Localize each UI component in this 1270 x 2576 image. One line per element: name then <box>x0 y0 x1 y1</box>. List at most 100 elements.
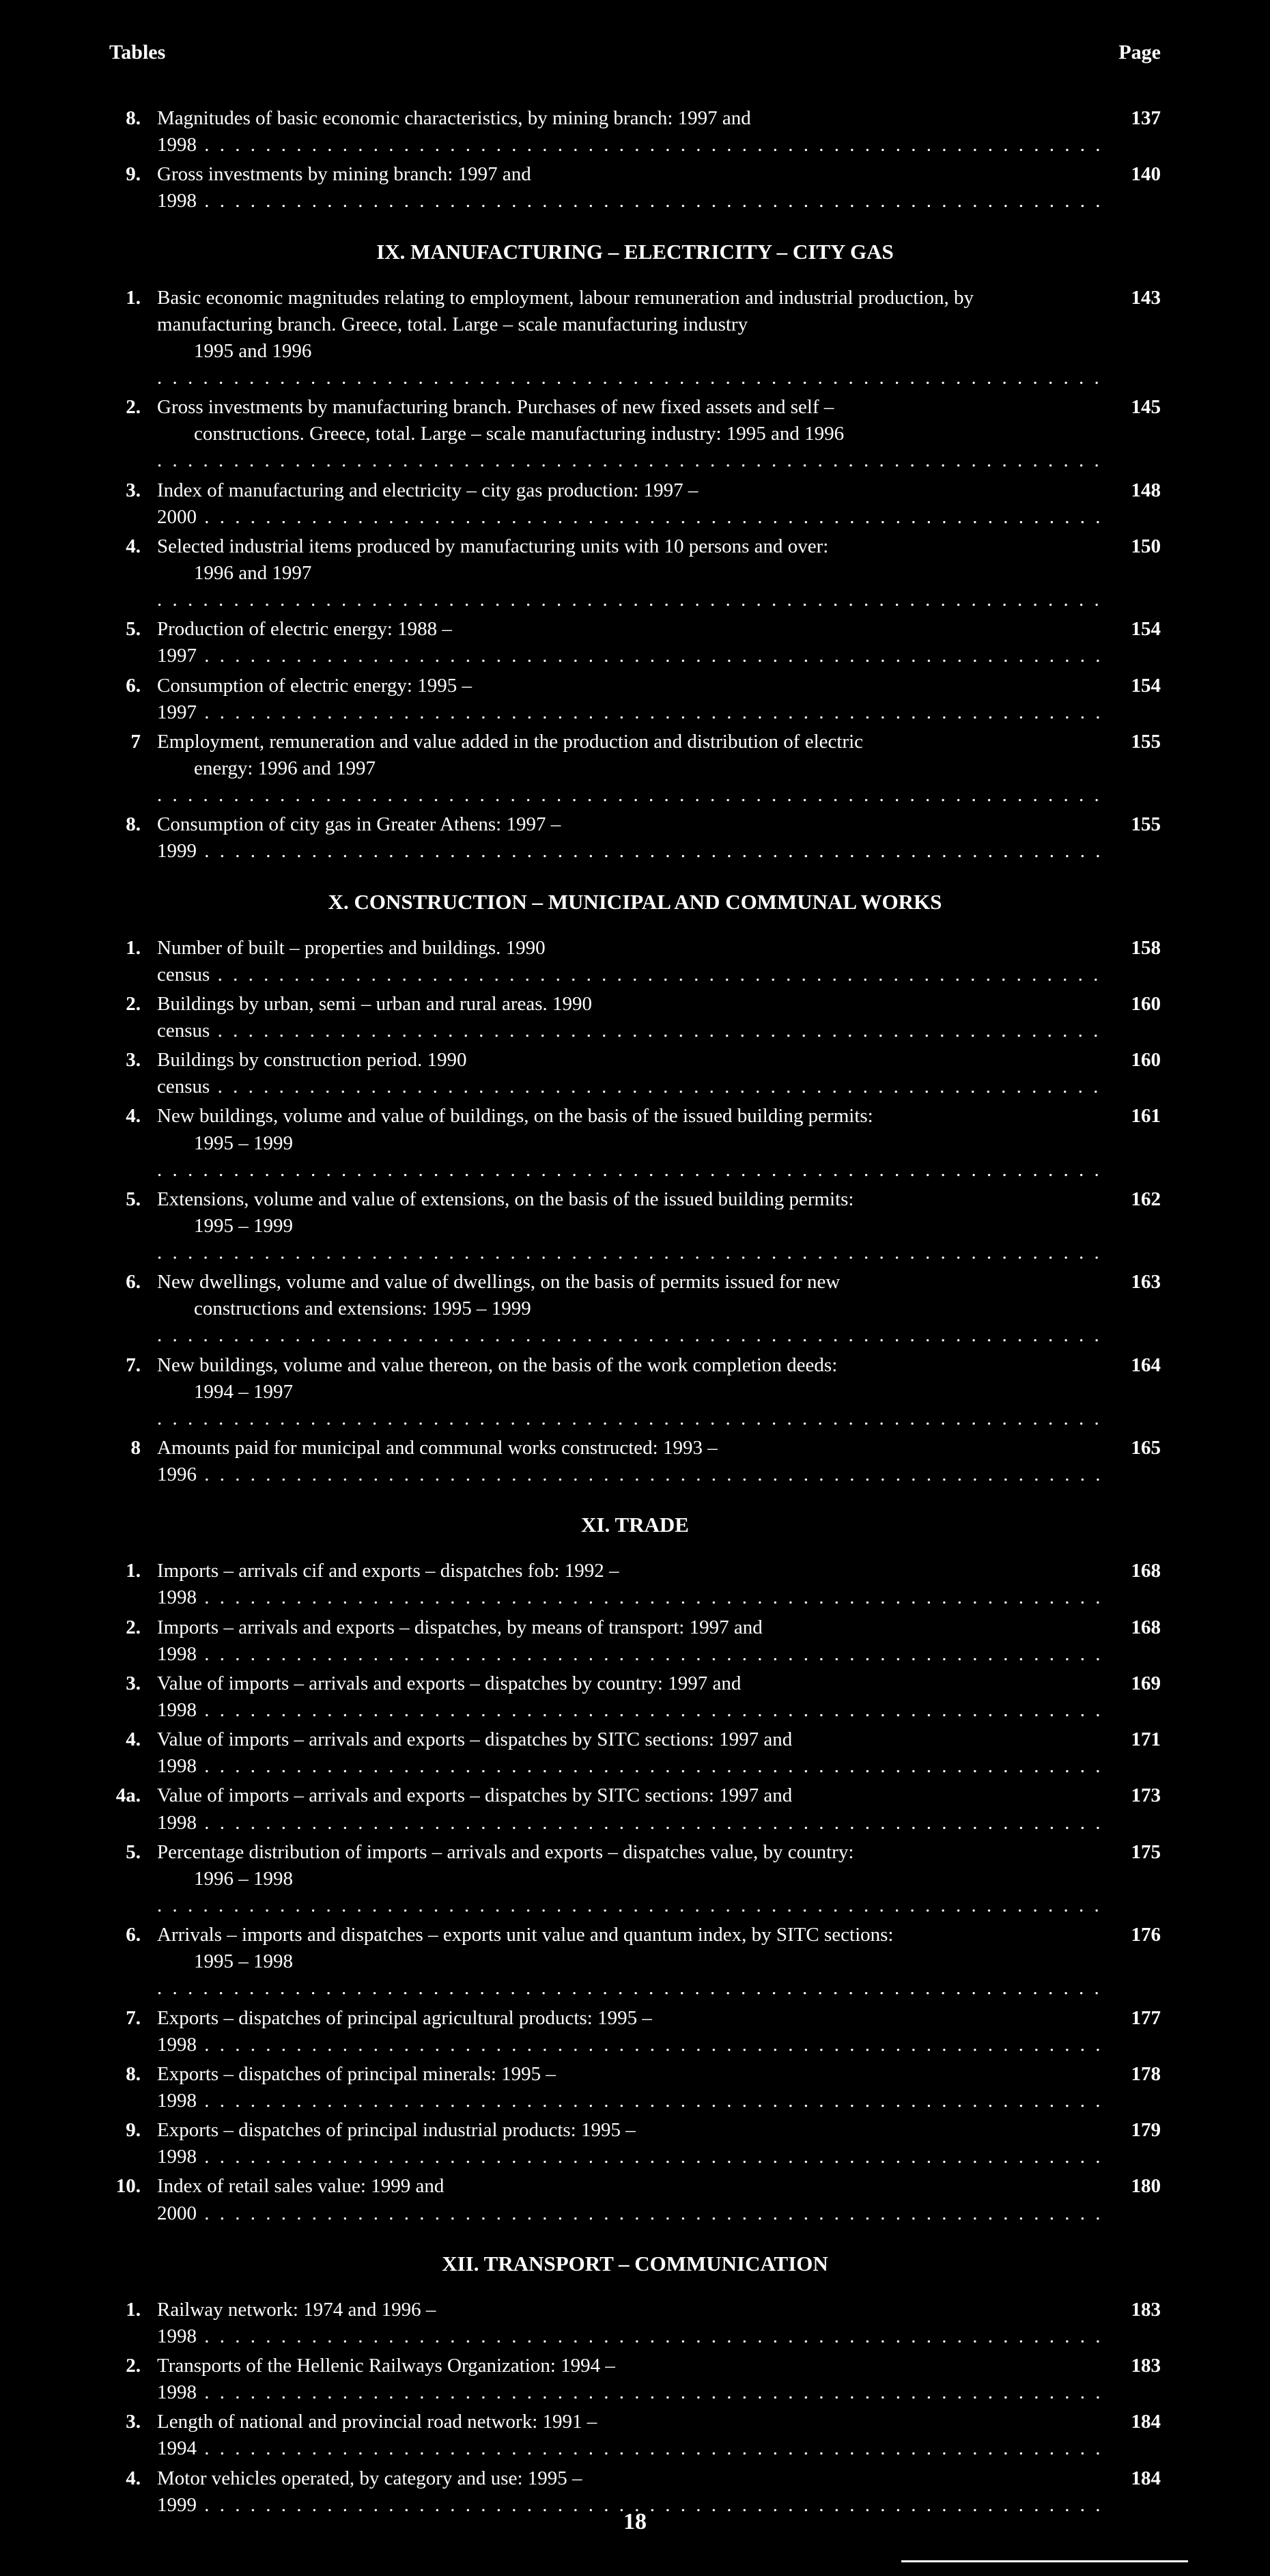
section-title: IX. MANUFACTURING – ELECTRICITY – CITY G… <box>109 240 1161 264</box>
toc-text: Transports of the Hellenic Railways Orga… <box>157 2353 1099 2406</box>
toc-text: Imports – arrivals cif and exports – dis… <box>157 1558 1099 1611</box>
toc-row: 5.Percentage distribution of imports – a… <box>109 1839 1161 1919</box>
toc-number: 2. <box>109 1614 157 1641</box>
toc-number: 4. <box>109 2465 157 2492</box>
toc-number: 9. <box>109 2117 157 2144</box>
toc-row: 6.New dwellings, volume and value of dwe… <box>109 1269 1161 1349</box>
toc-text: New buildings, volume and value of build… <box>157 1103 1099 1183</box>
toc-row: 8.Magnitudes of basic economic character… <box>109 105 1161 158</box>
toc-row: 1.Railway network: 1974 and 1996 – 19981… <box>109 2297 1161 2350</box>
toc-page: 140 <box>1099 161 1161 188</box>
toc-text: Value of imports – arrivals and exports … <box>157 1782 1099 1836</box>
toc-text: Length of national and provincial road n… <box>157 2409 1099 2462</box>
toc-number: 10. <box>109 2173 157 2200</box>
toc-page: 150 <box>1099 533 1161 560</box>
toc-row: 1.Imports – arrivals cif and exports – d… <box>109 1558 1161 1611</box>
toc-row: 4.Value of imports – arrivals and export… <box>109 1726 1161 1780</box>
toc-row: 3.Value of imports – arrivals and export… <box>109 1670 1161 1724</box>
toc-text: Magnitudes of basic economic characteris… <box>157 105 1099 158</box>
toc-text: Index of retail sales value: 1999 and 20… <box>157 2173 1099 2226</box>
toc-page: 154 <box>1099 673 1161 699</box>
toc-page: 184 <box>1099 2465 1161 2492</box>
toc-number: 3. <box>109 1047 157 1074</box>
toc-page: 177 <box>1099 2005 1161 2032</box>
toc-row: 3.Length of national and provincial road… <box>109 2409 1161 2462</box>
toc-page: 154 <box>1099 616 1161 643</box>
toc-page: 160 <box>1099 1047 1161 1074</box>
toc-page: 162 <box>1099 1186 1161 1213</box>
toc-page: 163 <box>1099 1269 1161 1296</box>
toc-text: Buildings by urban, semi – urban and rur… <box>157 991 1099 1044</box>
toc-row: 8.Exports – dispatches of principal mine… <box>109 2061 1161 2114</box>
toc-page: 183 <box>1099 2353 1161 2379</box>
toc-page: 180 <box>1099 2173 1161 2200</box>
toc-page: 176 <box>1099 1922 1161 1948</box>
toc-page: 165 <box>1099 1435 1161 1461</box>
toc-page: 143 <box>1099 285 1161 311</box>
toc-row: 2.Gross investments by manufacturing bra… <box>109 394 1161 474</box>
toc-number: 7 <box>109 729 157 755</box>
toc-text: Selected industrial items produced by ma… <box>157 533 1099 613</box>
toc-text: New buildings, volume and value thereon,… <box>157 1352 1099 1432</box>
toc-text: Value of imports – arrivals and exports … <box>157 1726 1099 1780</box>
toc-row: 6.Arrivals – imports and dispatches – ex… <box>109 1922 1161 2002</box>
toc-row: 10.Index of retail sales value: 1999 and… <box>109 2173 1161 2226</box>
toc-page: 168 <box>1099 1558 1161 1584</box>
toc-page: 175 <box>1099 1839 1161 1866</box>
toc-text-line2: 1995 – 1999 <box>157 1213 1086 1240</box>
toc-text: Extensions, volume and value of extensio… <box>157 1186 1099 1266</box>
toc-text-line2: constructions and extensions: 1995 – 199… <box>157 1296 1086 1322</box>
toc-number: 8 <box>109 1435 157 1461</box>
toc-text-line2: 1996 – 1998 <box>157 1866 1086 1892</box>
toc-text-line1: New buildings, volume and value thereon,… <box>157 1354 837 1376</box>
header-left: Tables <box>109 41 165 64</box>
toc-page: 155 <box>1099 729 1161 755</box>
toc-text-line1: Gross investments by manufacturing branc… <box>157 396 834 418</box>
toc-row: 9.Gross investments by mining branch: 19… <box>109 161 1161 214</box>
toc-text-line2: 1995 and 1996 <box>157 338 1086 365</box>
toc-number: 7. <box>109 2005 157 2032</box>
toc-page: 155 <box>1099 811 1161 838</box>
toc-text: Amounts paid for municipal and communal … <box>157 1435 1099 1488</box>
toc-row: 5.Extensions, volume and value of extens… <box>109 1186 1161 1266</box>
toc-number: 3. <box>109 477 157 504</box>
toc-row: 9.Exports – dispatches of principal indu… <box>109 2117 1161 2170</box>
toc-text-line1: New dwellings, volume and value of dwell… <box>157 1271 840 1293</box>
toc-text: Basic economic magnitudes relating to em… <box>157 285 1099 392</box>
toc-number: 8. <box>109 811 157 838</box>
toc-text: Buildings by construction period. 1990 c… <box>157 1047 1099 1100</box>
toc-text: Exports – dispatches of principal minera… <box>157 2061 1099 2114</box>
toc-number: 6. <box>109 1922 157 1948</box>
toc-row: 7.New buildings, volume and value thereo… <box>109 1352 1161 1432</box>
toc-page: 179 <box>1099 2117 1161 2144</box>
toc-text: New dwellings, volume and value of dwell… <box>157 1269 1099 1349</box>
toc-page: 158 <box>1099 935 1161 962</box>
toc-page: 184 <box>1099 2409 1161 2435</box>
toc-text-line1: New buildings, volume and value of build… <box>157 1105 873 1127</box>
toc-page: 161 <box>1099 1103 1161 1130</box>
toc-number: 1. <box>109 285 157 311</box>
toc-page: 137 <box>1099 105 1161 132</box>
toc-text: Employment, remuneration and value added… <box>157 729 1099 809</box>
toc-number: 1. <box>109 935 157 962</box>
toc-number: 2. <box>109 394 157 421</box>
toc-row: 8Amounts paid for municipal and communal… <box>109 1435 1161 1488</box>
page-number: 18 <box>0 2509 1270 2535</box>
toc-row: 3.Buildings by construction period. 1990… <box>109 1047 1161 1100</box>
toc-number: 1. <box>109 2297 157 2323</box>
toc-number: 6. <box>109 1269 157 1296</box>
header-right: Page <box>1118 41 1161 64</box>
toc-page: 148 <box>1099 477 1161 504</box>
toc-row: 8.Consumption of city gas in Greater Ath… <box>109 811 1161 865</box>
toc-row: 7Employment, remuneration and value adde… <box>109 729 1161 809</box>
toc-number: 4a. <box>109 1782 157 1809</box>
toc-number: 3. <box>109 1670 157 1697</box>
toc-number: 5. <box>109 1839 157 1866</box>
toc-page: 160 <box>1099 991 1161 1018</box>
toc-top-block: 8.Magnitudes of basic economic character… <box>109 105 1161 215</box>
toc-page: 164 <box>1099 1352 1161 1379</box>
toc-number: 7. <box>109 1352 157 1379</box>
toc-text-line2: 1995 – 1998 <box>157 1948 1086 1975</box>
toc-number: 5. <box>109 616 157 643</box>
toc-text: Number of built – properties and buildin… <box>157 935 1099 988</box>
